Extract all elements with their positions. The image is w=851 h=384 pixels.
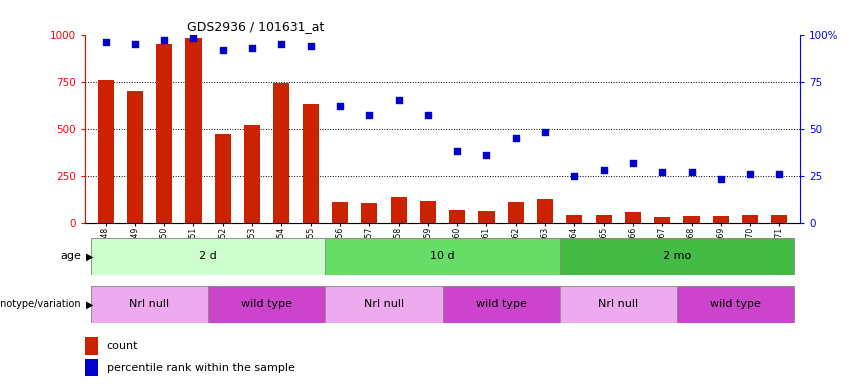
Point — [655, 169, 669, 175]
Text: percentile rank within the sample: percentile rank within the sample — [106, 363, 294, 373]
Bar — [127, 91, 143, 223]
Point — [275, 41, 288, 47]
Bar — [156, 44, 172, 223]
Bar — [566, 215, 582, 223]
Point — [421, 113, 435, 119]
Text: 10 d: 10 d — [431, 251, 454, 262]
Point — [714, 176, 728, 182]
Point — [157, 37, 171, 43]
Bar — [186, 38, 202, 223]
Bar — [361, 203, 377, 223]
Point — [538, 129, 551, 136]
Bar — [713, 216, 729, 223]
Bar — [560, 238, 794, 275]
Point — [245, 45, 259, 51]
Text: count: count — [106, 341, 138, 351]
Bar — [244, 125, 260, 223]
Bar — [537, 199, 553, 223]
Point — [129, 41, 142, 47]
Bar — [508, 202, 524, 223]
Bar — [625, 212, 641, 223]
Text: 2 d: 2 d — [199, 251, 217, 262]
Bar — [596, 215, 612, 223]
Point — [509, 135, 523, 141]
Bar — [683, 216, 700, 223]
Bar — [325, 238, 560, 275]
Point — [626, 159, 640, 166]
Bar — [332, 202, 348, 223]
Point — [568, 173, 581, 179]
Text: 2 mo: 2 mo — [663, 251, 691, 262]
Point — [363, 113, 376, 119]
Text: wild type: wild type — [710, 299, 761, 310]
Bar — [742, 215, 758, 223]
Text: ▶: ▶ — [86, 251, 94, 262]
Bar — [91, 238, 325, 275]
Point — [480, 152, 494, 158]
Point — [304, 43, 317, 49]
Bar — [771, 215, 787, 223]
Bar — [85, 359, 98, 376]
Bar — [420, 201, 436, 223]
Bar — [391, 197, 407, 223]
Bar — [443, 286, 560, 323]
Bar — [449, 210, 465, 223]
Text: GDS2936 / 101631_at: GDS2936 / 101631_at — [187, 20, 324, 33]
Bar — [208, 286, 325, 323]
Bar — [677, 286, 794, 323]
Point — [685, 169, 699, 175]
Point — [216, 46, 230, 53]
Point — [334, 103, 347, 109]
Point — [597, 167, 610, 173]
Bar — [303, 104, 319, 223]
Bar — [98, 80, 114, 223]
Text: wild type: wild type — [242, 299, 292, 310]
Text: Nrl null: Nrl null — [598, 299, 638, 310]
Bar — [273, 83, 289, 223]
Bar — [214, 134, 231, 223]
Text: age: age — [60, 251, 81, 262]
Point — [99, 39, 112, 45]
Point — [773, 171, 786, 177]
Point — [186, 35, 200, 41]
Bar — [91, 286, 208, 323]
Point — [450, 148, 464, 154]
Bar — [325, 286, 443, 323]
Text: wild type: wild type — [476, 299, 527, 310]
Text: ▶: ▶ — [86, 299, 94, 310]
Point — [743, 171, 757, 177]
Bar — [560, 286, 677, 323]
Text: Nrl null: Nrl null — [364, 299, 404, 310]
Bar — [654, 217, 671, 223]
Point — [391, 98, 405, 104]
Text: Nrl null: Nrl null — [129, 299, 169, 310]
Bar — [85, 337, 98, 355]
Bar — [478, 212, 494, 223]
Text: genotype/variation: genotype/variation — [0, 299, 81, 310]
